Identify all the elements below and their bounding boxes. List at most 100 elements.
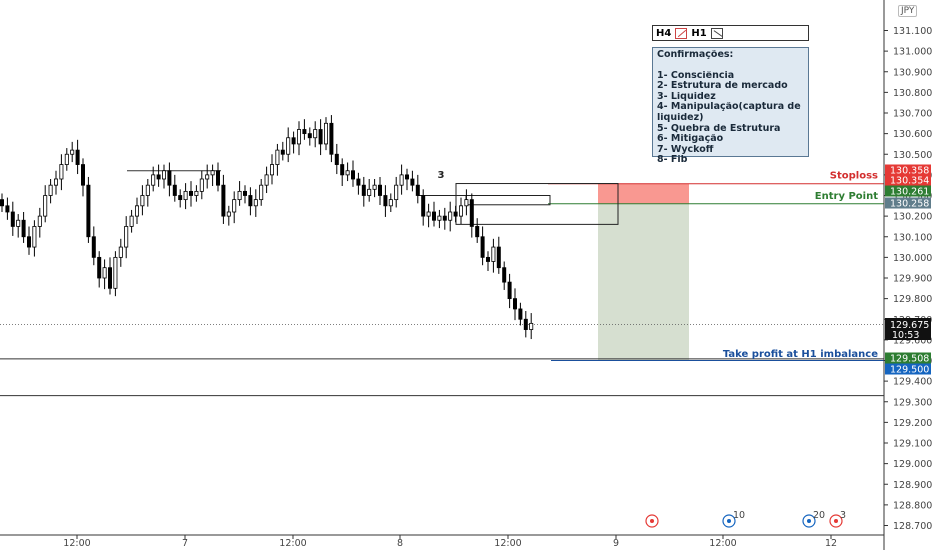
candle-body xyxy=(156,174,161,180)
swing-label: 3 xyxy=(438,170,445,181)
candle-body xyxy=(91,236,96,258)
candle-body xyxy=(340,164,345,176)
time-axis[interactable]: 12:00 7 12:00 8 12:00 9 12:00 12 xyxy=(0,534,884,549)
event-flag-dot xyxy=(650,519,654,523)
y-tick-label: 128.900 xyxy=(893,480,932,491)
candle-body xyxy=(26,236,31,248)
trendline-icon xyxy=(710,27,723,39)
candle-body xyxy=(215,170,220,186)
note-item: 8- Fib xyxy=(657,155,688,166)
candle-body xyxy=(199,178,204,192)
event-flag-dot xyxy=(834,519,838,523)
note-item: 2- Estrutura de mercado xyxy=(657,81,788,92)
currency-badge[interactable]: JPY xyxy=(898,5,918,17)
y-tick-label: 131.100 xyxy=(893,26,932,37)
candle-body xyxy=(205,174,210,180)
candle-body xyxy=(448,211,453,221)
candle-body xyxy=(388,199,393,207)
candle-body xyxy=(453,211,458,217)
candle-body xyxy=(242,190,247,196)
candle-body xyxy=(167,170,172,186)
candle-body xyxy=(410,178,415,186)
candle-body xyxy=(259,184,264,201)
candle-body xyxy=(129,215,134,227)
timeframe-legend: H4 H1 xyxy=(652,25,809,41)
candle-body xyxy=(75,149,80,165)
candle-body xyxy=(237,190,242,201)
candle-body xyxy=(54,178,59,186)
candle-body xyxy=(442,215,447,221)
candle-body xyxy=(507,281,512,300)
candle-body xyxy=(421,195,426,217)
candle-body xyxy=(518,308,523,320)
note-item: 6- Mitigação xyxy=(657,134,724,145)
x-tick-label: 12:00 xyxy=(709,538,736,549)
candle-body xyxy=(361,184,366,196)
candle-body xyxy=(431,211,436,221)
candle-body xyxy=(32,226,37,248)
y-tick-label: 130.800 xyxy=(893,88,932,99)
candle-body xyxy=(151,174,156,186)
y-tick-label: 130.900 xyxy=(893,67,932,78)
candle-body xyxy=(350,170,355,180)
y-tick-label: 130.600 xyxy=(893,129,932,140)
y-tick-label: 130.000 xyxy=(893,253,932,264)
candle-body xyxy=(59,164,64,180)
candle-body xyxy=(43,195,48,217)
y-tick-label: 129.400 xyxy=(893,377,932,388)
y-tick-label: 129.000 xyxy=(893,459,932,470)
candle-body xyxy=(356,178,361,186)
price-axis[interactable]: 131.100 131.000 130.900 130.800 130.700 130.6… xyxy=(883,0,932,550)
y-tick-label: 129.100 xyxy=(893,439,932,450)
candle-body xyxy=(469,199,474,227)
y-tick-label: 128.700 xyxy=(893,521,932,532)
candle-body xyxy=(415,184,420,196)
price-tag xyxy=(885,185,931,197)
candle-body xyxy=(124,226,129,248)
price-tag-label: 130.258 xyxy=(890,199,929,210)
price-tag xyxy=(885,363,931,375)
y-tick-label: 128.800 xyxy=(893,500,932,511)
structure-box xyxy=(455,183,619,225)
confirmations-note[interactable]: Confirmações: 1- Consciência 2- Estrutur… xyxy=(652,47,809,165)
candle-body xyxy=(334,153,339,165)
price-tag xyxy=(885,197,931,209)
candle-body xyxy=(291,137,296,145)
candle-body xyxy=(502,267,507,283)
current-price-label: 129.675 xyxy=(890,320,929,331)
candle-body xyxy=(48,184,53,196)
candle-body xyxy=(97,256,102,279)
candle-body xyxy=(221,184,226,217)
candle-body xyxy=(523,318,528,330)
stoploss-zone xyxy=(598,183,689,204)
candle-body xyxy=(16,219,21,227)
candle-body xyxy=(496,246,501,269)
event-count-label: 10 xyxy=(733,510,745,521)
event-count-label: 20 xyxy=(813,510,825,521)
candle-body xyxy=(475,226,480,238)
y-tick-label: 130.500 xyxy=(893,150,932,161)
y-tick-label: 130.700 xyxy=(893,109,932,120)
y-tick-label: 129.800 xyxy=(893,294,932,305)
candle-body xyxy=(275,149,280,165)
event-flag-dot xyxy=(807,519,811,523)
candle-body xyxy=(102,267,107,279)
event-icons[interactable]: 10 20 3 xyxy=(645,510,846,528)
candle-body xyxy=(323,122,328,145)
candle-body xyxy=(253,199,258,207)
candle-body xyxy=(394,184,399,201)
candle-body xyxy=(232,199,237,213)
candle-body xyxy=(161,170,166,180)
candle-body xyxy=(286,137,291,155)
y-tick-label: 130.200 xyxy=(893,212,932,223)
candle-body xyxy=(86,184,91,238)
candle-body xyxy=(480,236,485,258)
candle-body xyxy=(296,129,301,145)
annotation-label: Take profit at H1 imbalance xyxy=(723,349,878,360)
candle-body xyxy=(5,205,10,213)
y-tick-label: 130.100 xyxy=(893,232,932,243)
candle-body xyxy=(118,246,123,258)
candle-body xyxy=(108,267,113,289)
